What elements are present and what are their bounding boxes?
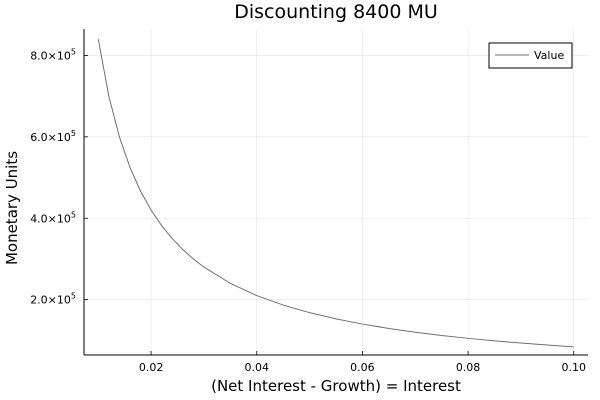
- x-tick-label: 0.04: [245, 361, 270, 374]
- x-tick-label: 0.02: [139, 361, 164, 374]
- chart-title: Discounting 8400 MU: [234, 1, 438, 23]
- legend: Value: [488, 42, 573, 69]
- series-layer: [97, 39, 574, 348]
- x-tick-label: 0.10: [561, 361, 586, 374]
- y-axis-label: Monetary Units: [3, 151, 21, 265]
- axes: [83, 29, 588, 356]
- y-tick-label: 2.0×105: [30, 292, 76, 307]
- y-tick-label: 4.0×105: [30, 210, 76, 225]
- y-tick-label: 8.0×105: [30, 47, 76, 62]
- series-line-value: [97, 39, 574, 348]
- tick-labels: 0.02 0.04 0.06 0.08 0.10 2.0×105 4.0×105 6.0×10…: [30, 47, 586, 374]
- x-axis-label: (Net Interest - Growth) = Interest: [211, 377, 461, 395]
- grid: [84, 29, 588, 355]
- x-tick-label: 0.06: [350, 361, 375, 374]
- legend-label-value: Value: [534, 49, 564, 62]
- y-tick-label: 6.0×105: [30, 129, 76, 144]
- x-tick-label: 0.08: [456, 361, 481, 374]
